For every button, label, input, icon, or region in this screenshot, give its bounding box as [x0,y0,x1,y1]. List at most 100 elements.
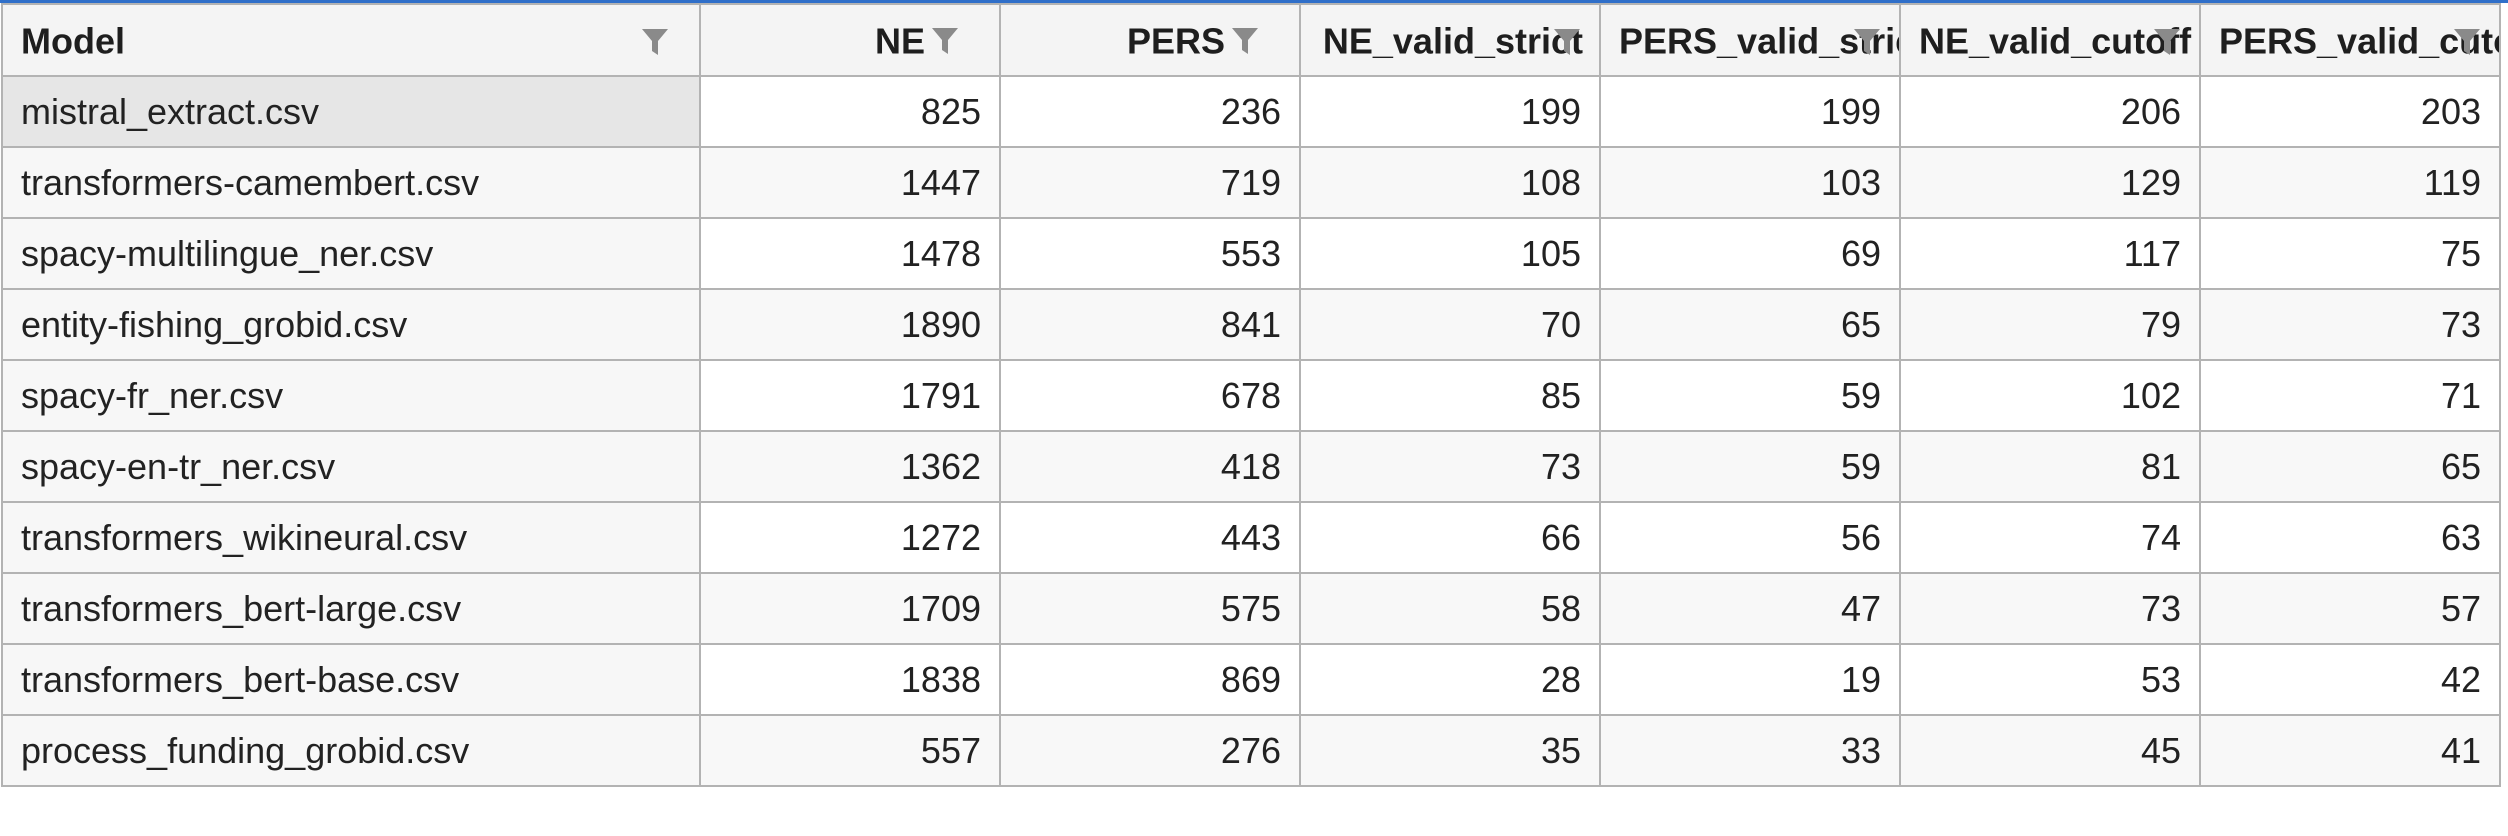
value-cell[interactable]: 199 [1599,75,1901,148]
value-cell[interactable]: 73 [2199,288,2501,361]
value-cell[interactable]: 53 [1899,643,2201,716]
value-cell[interactable]: 75 [2199,217,2501,290]
value-cell[interactable]: 58 [1299,572,1601,645]
value-cell[interactable]: 575 [999,572,1301,645]
table-row[interactable]: spacy-fr_ner.csv 1791 678 85 59 102 71 [1,359,2501,432]
value-cell[interactable]: 443 [999,501,1301,574]
table-row[interactable]: transformers_wikineural.csv 1272 443 66 56 74… [1,501,2501,574]
table-body: mistral_extract.csv 825 236 199 199 206 203 tra… [1,75,2501,787]
model-cell[interactable]: spacy-multilingue_ner.csv [1,217,701,290]
value-cell[interactable]: 236 [999,75,1301,148]
value-cell[interactable]: 71 [2199,359,2501,432]
value-cell[interactable]: 1838 [699,643,1001,716]
value-cell[interactable]: 47 [1599,572,1901,645]
filter-funnel-icon[interactable] [2153,27,2181,57]
model-cell[interactable]: transformers-camembert.csv [1,146,701,219]
value-cell[interactable]: 1890 [699,288,1001,361]
column-header-pers-valid-cutoff[interactable]: PERS_valid_cutoff [2199,3,2501,77]
value-cell[interactable]: 206 [1899,75,2201,148]
model-cell[interactable]: transformers_bert-large.csv [1,572,701,645]
value-cell[interactable]: 719 [999,146,1301,219]
value-cell[interactable]: 553 [999,217,1301,290]
value-cell[interactable]: 1709 [699,572,1001,645]
value-cell[interactable]: 59 [1599,359,1901,432]
value-cell[interactable]: 678 [999,359,1301,432]
model-cell[interactable]: mistral_extract.csv [1,75,701,148]
value-cell[interactable]: 41 [2199,714,2501,787]
value-cell[interactable]: 203 [2199,75,2501,148]
value-cell[interactable]: 45 [1899,714,2201,787]
value-cell[interactable]: 59 [1599,430,1901,503]
value-cell[interactable]: 1362 [699,430,1001,503]
value-cell[interactable]: 65 [1599,288,1901,361]
value-cell[interactable]: 42 [2199,643,2501,716]
filter-funnel-icon[interactable] [1553,27,1581,57]
model-cell[interactable]: spacy-en-tr_ner.csv [1,430,701,503]
column-header-model[interactable]: Model [1,3,701,77]
value-cell[interactable]: 56 [1599,501,1901,574]
column-header-ne-valid-cutoff[interactable]: NE_valid_cutoff [1899,3,2201,77]
model-cell[interactable]: process_funding_grobid.csv [1,714,701,787]
column-header-label: PERS [1126,20,1225,62]
value-cell[interactable]: 102 [1899,359,2201,432]
value-cell[interactable]: 276 [999,714,1301,787]
value-cell[interactable]: 825 [699,75,1001,148]
value-cell[interactable]: 65 [2199,430,2501,503]
value-cell[interactable]: 841 [999,288,1301,361]
value-cell[interactable]: 35 [1299,714,1601,787]
value-cell[interactable]: 129 [1899,146,2201,219]
column-header-pers[interactable]: PERS [999,3,1301,77]
value-cell[interactable]: 28 [1299,643,1601,716]
value-cell[interactable]: 74 [1899,501,2201,574]
value-cell[interactable]: 63 [2199,501,2501,574]
value-cell[interactable]: 119 [2199,146,2501,219]
value-cell[interactable]: 869 [999,643,1301,716]
value-cell[interactable]: 57 [2199,572,2501,645]
value-cell[interactable]: 418 [999,430,1301,503]
value-cell[interactable]: 1272 [699,501,1001,574]
value-cell[interactable]: 66 [1299,501,1601,574]
table-row[interactable]: transformers_bert-large.csv 1709 575 58 47 73… [1,572,2501,645]
column-header-pers-valid-strict[interactable]: PERS_valid_strict [1599,3,1901,77]
table-row[interactable]: spacy-multilingue_ner.csv 1478 553 105 69 117… [1,217,2501,290]
value-cell[interactable]: 33 [1599,714,1901,787]
table-row[interactable]: process_funding_grobid.csv 557 276 35 33 45 41 [1,714,2501,787]
filter-funnel-icon[interactable] [2453,27,2481,57]
column-header-label: NE_valid_strict [1322,20,1583,62]
table-row[interactable]: spacy-en-tr_ner.csv 1362 418 73 59 81 65 [1,430,2501,503]
value-cell[interactable]: 1447 [699,146,1001,219]
model-cell[interactable]: transformers_bert-base.csv [1,643,701,716]
filter-funnel-icon[interactable] [931,26,959,56]
column-header-label: NE_valid_cutoff [1919,20,2192,62]
table-row[interactable]: transformers_bert-base.csv 1838 869 28 19 53 4… [1,643,2501,716]
filter-funnel-icon[interactable] [1853,27,1881,57]
value-cell[interactable]: 117 [1899,217,2201,290]
header-row: Model NE PERS NE_valid_strict PERS_valid… [1,3,2501,77]
model-cell[interactable]: entity-fishing_grobid.csv [1,288,701,361]
value-cell[interactable]: 81 [1899,430,2201,503]
table-row[interactable]: transformers-camembert.csv 1447 719 108 103 1… [1,146,2501,219]
filter-funnel-icon[interactable] [1231,26,1259,56]
value-cell[interactable]: 69 [1599,217,1901,290]
column-header-ne[interactable]: NE [699,3,1001,77]
value-cell[interactable]: 85 [1299,359,1601,432]
value-cell[interactable]: 79 [1899,288,2201,361]
model-cell[interactable]: transformers_wikineural.csv [1,501,701,574]
value-cell[interactable]: 73 [1899,572,2201,645]
value-cell[interactable]: 108 [1299,146,1601,219]
value-cell[interactable]: 1791 [699,359,1001,432]
value-cell[interactable]: 103 [1599,146,1901,219]
value-cell[interactable]: 70 [1299,288,1601,361]
table-row[interactable]: mistral_extract.csv 825 236 199 199 206 203 [1,75,2501,148]
value-cell[interactable]: 19 [1599,643,1901,716]
value-cell[interactable]: 73 [1299,430,1601,503]
column-header-ne-valid-strict[interactable]: NE_valid_strict [1299,3,1601,77]
value-cell[interactable]: 1478 [699,217,1001,290]
model-cell[interactable]: spacy-fr_ner.csv [1,359,701,432]
value-cell[interactable]: 105 [1299,217,1601,290]
value-cell[interactable]: 557 [699,714,1001,787]
table-row[interactable]: entity-fishing_grobid.csv 1890 841 70 65 79 73 [1,288,2501,361]
value-cell[interactable]: 199 [1299,75,1601,148]
filter-funnel-icon[interactable] [641,27,669,57]
